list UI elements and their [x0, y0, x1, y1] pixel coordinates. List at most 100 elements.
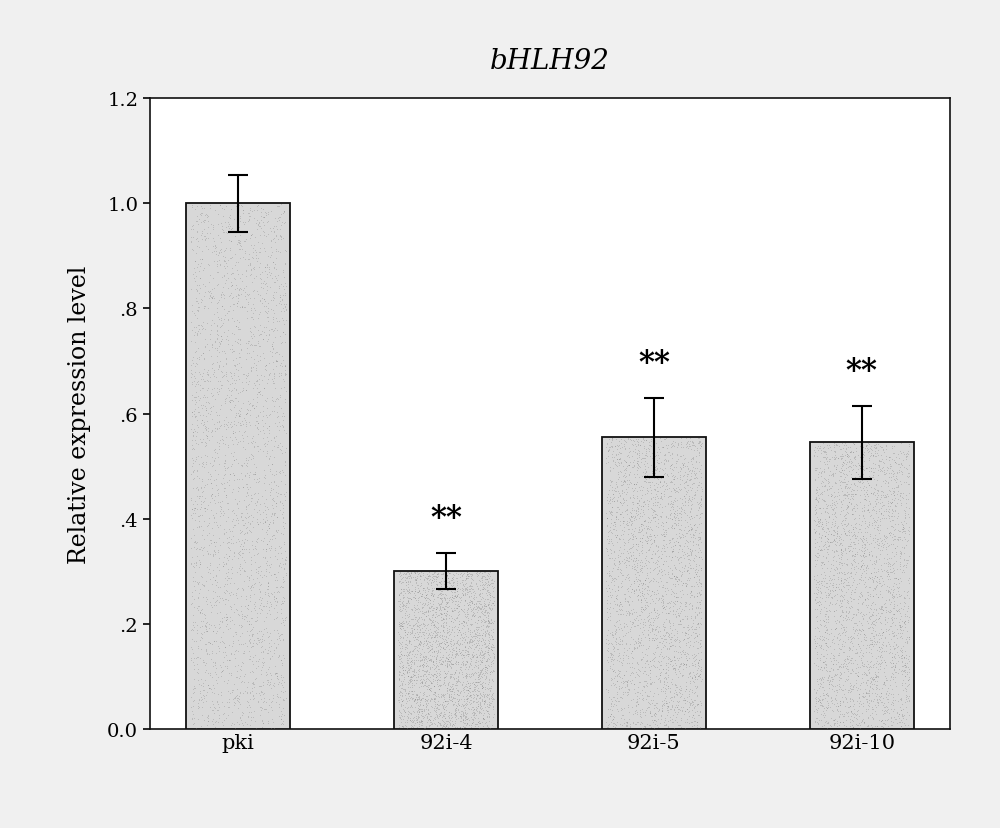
Point [603, 591, 619, 604]
Point [851, 623, 867, 636]
Point [241, 374, 257, 388]
Point [431, 702, 447, 715]
Point [257, 295, 273, 308]
Point [453, 710, 469, 723]
Point [828, 581, 844, 595]
Point [640, 476, 656, 489]
Point [480, 645, 496, 658]
Point [894, 648, 910, 662]
Point [602, 710, 618, 723]
Point [439, 667, 455, 680]
Point [621, 459, 637, 472]
Point [645, 512, 661, 525]
Point [206, 619, 222, 632]
Point [217, 457, 233, 470]
Point [889, 705, 905, 719]
Point [471, 628, 487, 642]
Point [268, 359, 284, 373]
Point [408, 666, 424, 679]
Point [863, 609, 879, 623]
Point [688, 562, 704, 575]
Point [833, 575, 849, 588]
Point [223, 370, 239, 383]
Point [867, 720, 883, 733]
Point [840, 440, 856, 454]
Point [647, 622, 663, 635]
Point [230, 502, 246, 515]
Point [607, 678, 623, 691]
Point [879, 564, 895, 577]
Point [657, 448, 673, 461]
Point [217, 646, 233, 659]
Point [198, 421, 214, 435]
Point [468, 576, 484, 590]
Point [835, 696, 851, 709]
Point [216, 226, 232, 239]
Point [649, 472, 665, 485]
Point [647, 466, 663, 479]
Point [889, 473, 905, 486]
Point [833, 657, 849, 671]
Point [856, 628, 872, 641]
Point [663, 507, 679, 520]
Point [395, 592, 411, 605]
Point [603, 476, 619, 489]
Point [863, 537, 879, 550]
Point [231, 357, 247, 370]
Point [633, 455, 649, 469]
Point [656, 674, 672, 687]
Point [678, 440, 694, 454]
Point [412, 670, 428, 683]
Point [222, 252, 238, 265]
Point [471, 692, 487, 705]
Point [195, 578, 211, 591]
Point [439, 623, 455, 637]
Point [407, 567, 423, 580]
Point [248, 535, 264, 548]
Point [811, 624, 827, 638]
Point [417, 693, 433, 706]
Point [888, 657, 904, 670]
Point [866, 581, 882, 595]
Point [234, 460, 250, 473]
Point [617, 537, 633, 550]
Point [831, 677, 847, 691]
Point [896, 448, 912, 461]
Point [251, 262, 267, 275]
Point [861, 494, 877, 508]
Point [857, 517, 873, 530]
Point [827, 534, 843, 547]
Point [486, 640, 502, 653]
Point [814, 518, 830, 532]
Point [819, 502, 835, 515]
Point [626, 477, 642, 490]
Point [197, 619, 213, 633]
Point [827, 477, 843, 490]
Point [256, 382, 272, 395]
Point [472, 575, 488, 588]
Point [871, 455, 887, 468]
Point [602, 494, 618, 508]
Point [228, 363, 244, 377]
Point [664, 513, 680, 526]
Point [266, 476, 282, 489]
Point [823, 489, 839, 503]
Point [269, 223, 285, 236]
Point [685, 527, 701, 541]
Point [225, 291, 241, 304]
Point [468, 639, 484, 652]
Point [878, 672, 894, 685]
Point [217, 640, 233, 653]
Point [402, 628, 418, 641]
Point [234, 227, 250, 240]
Point [821, 676, 837, 689]
Point [469, 688, 485, 701]
Point [643, 710, 659, 723]
Point [869, 491, 885, 504]
Point [657, 711, 673, 724]
Point [621, 551, 637, 565]
Point [618, 503, 634, 517]
Point [231, 233, 247, 247]
Point [853, 560, 869, 573]
Point [403, 638, 419, 651]
